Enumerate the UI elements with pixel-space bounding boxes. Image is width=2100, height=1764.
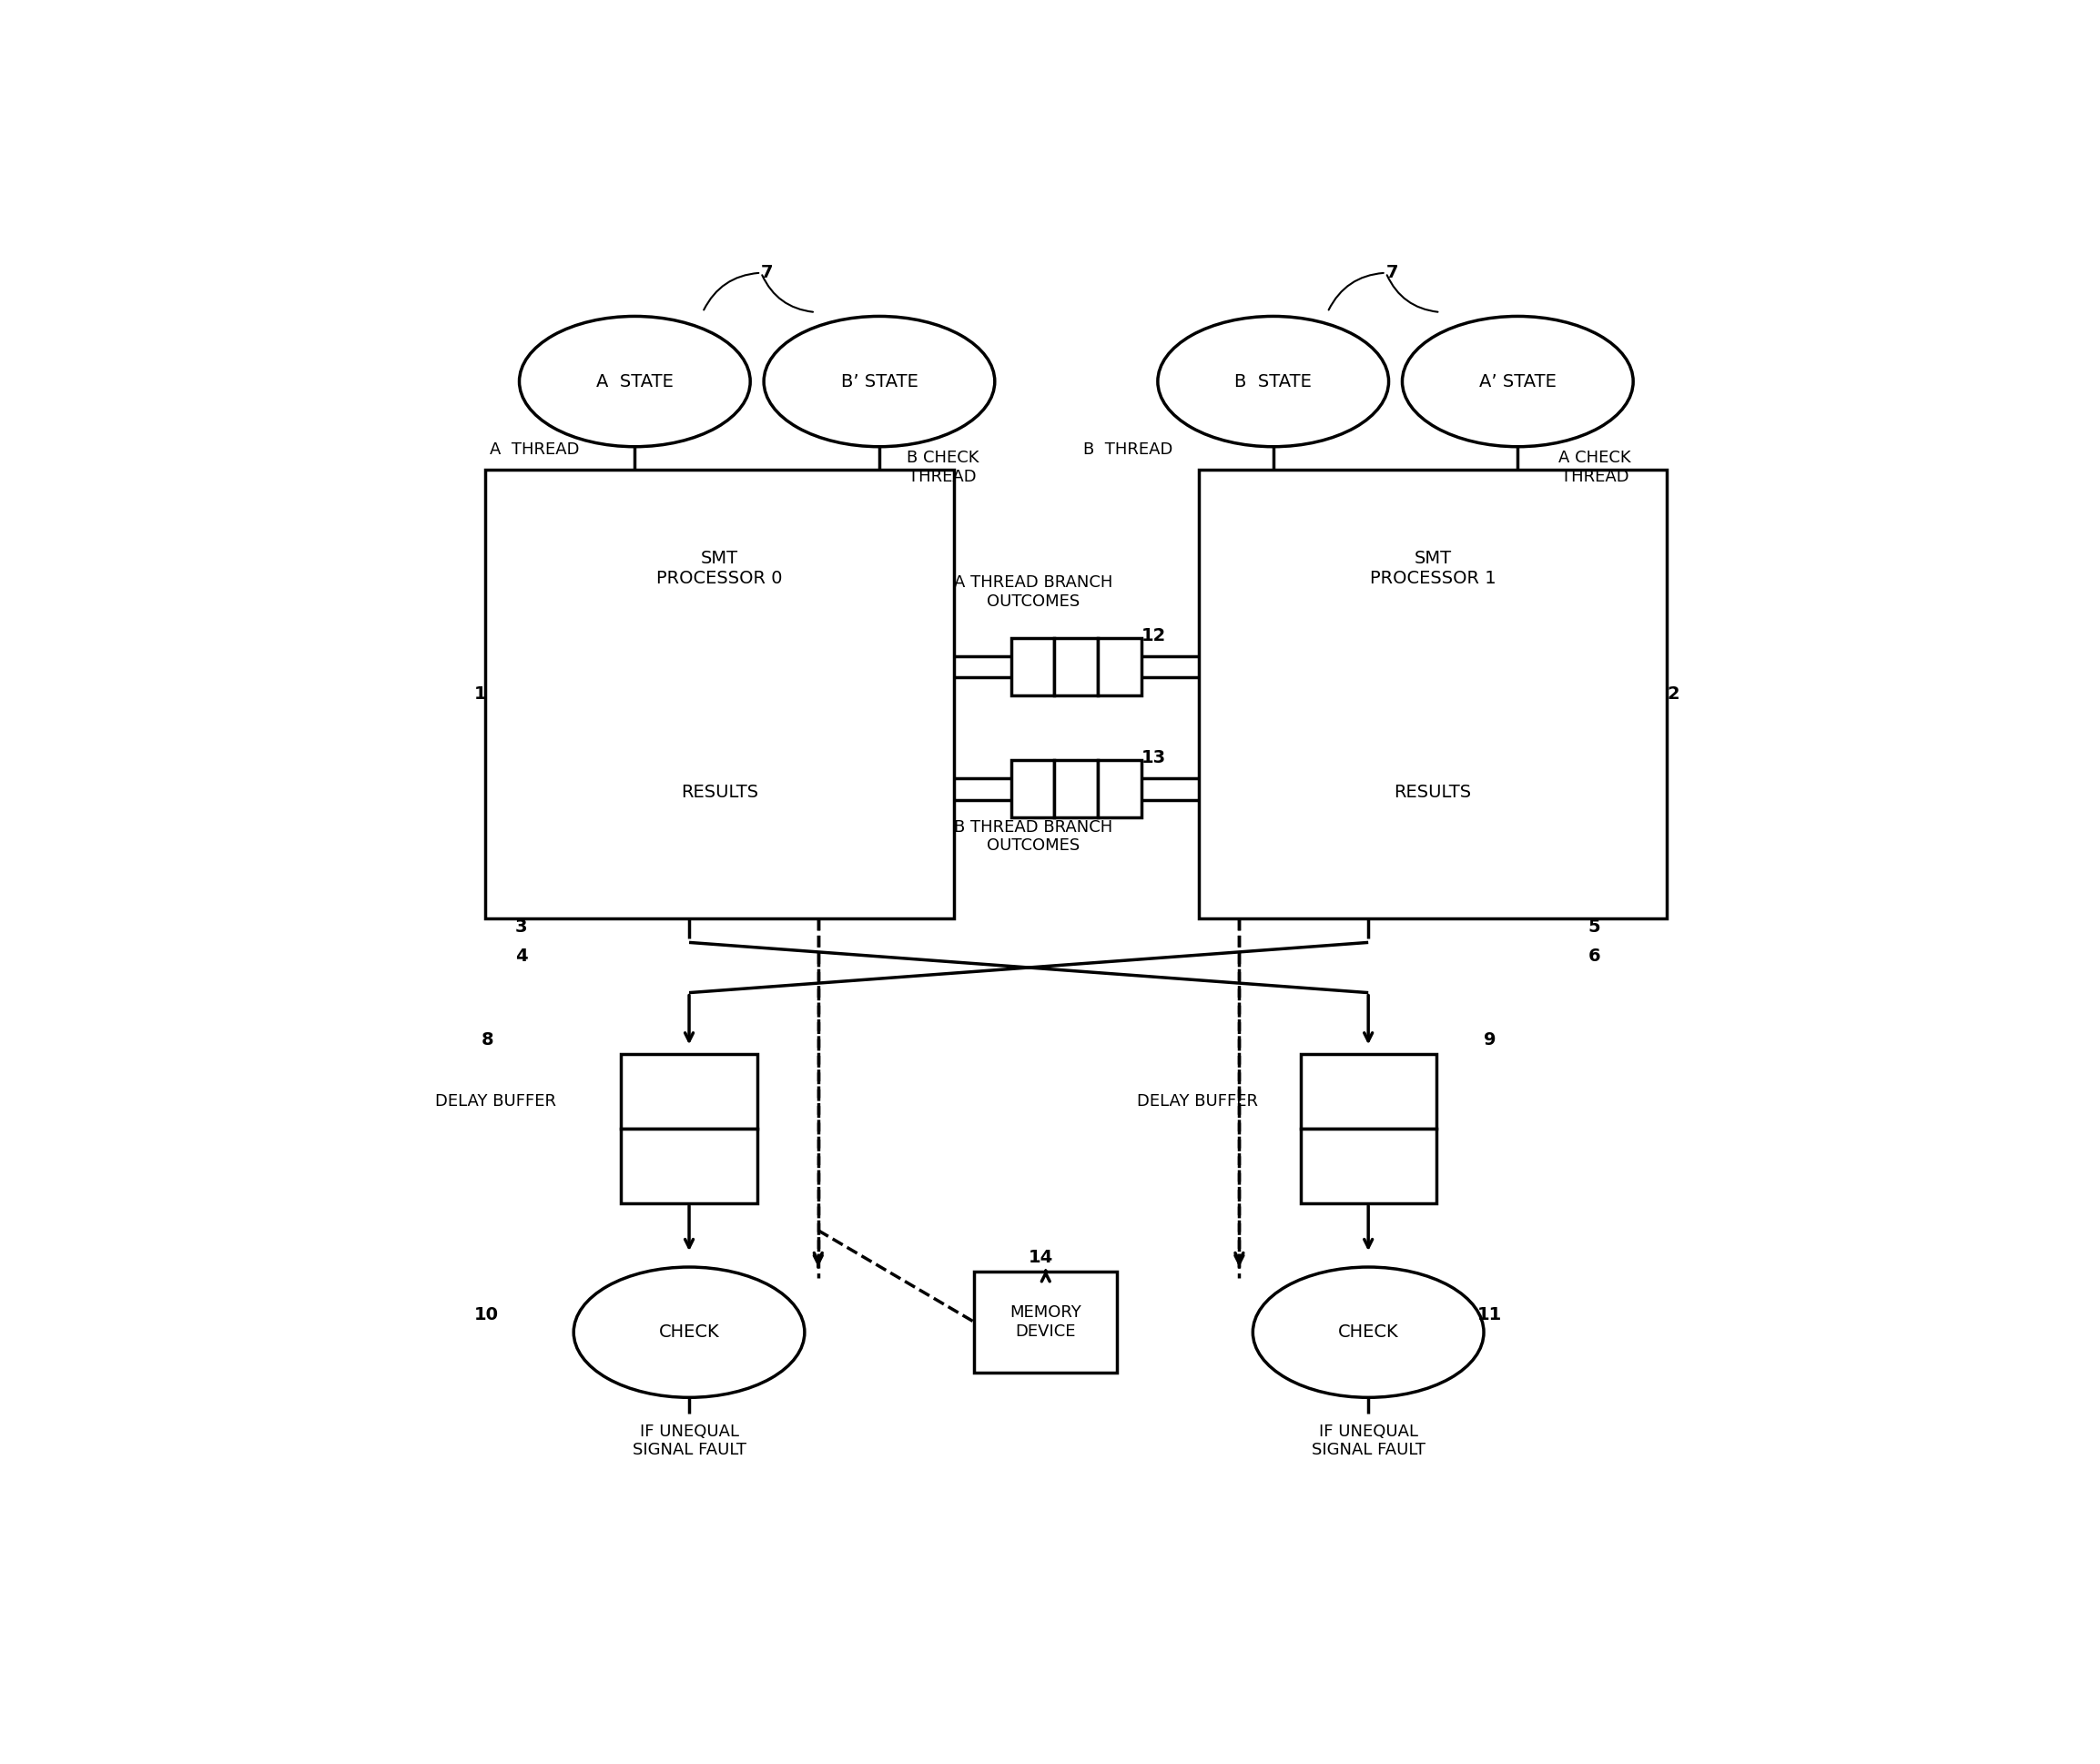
Text: 13: 13 [1142, 750, 1166, 766]
Text: IF UNEQUAL
SIGNAL FAULT: IF UNEQUAL SIGNAL FAULT [632, 1424, 745, 1459]
Text: A THREAD BRANCH
OUTCOMES: A THREAD BRANCH OUTCOMES [953, 575, 1113, 610]
Text: RESULTS: RESULTS [680, 783, 758, 801]
Text: 6: 6 [1588, 947, 1600, 965]
Ellipse shape [1403, 316, 1634, 446]
Bar [622, 1053, 756, 1129]
Text: DELAY BUFFER: DELAY BUFFER [435, 1094, 556, 1110]
Text: IF UNEQUAL
SIGNAL FAULT: IF UNEQUAL SIGNAL FAULT [1310, 1424, 1426, 1459]
Bar [974, 1272, 1117, 1372]
Bar [1098, 639, 1142, 695]
Text: CHECK: CHECK [659, 1323, 720, 1341]
Text: 1: 1 [475, 684, 487, 702]
Text: 14: 14 [1029, 1249, 1054, 1267]
Text: B  THREAD: B THREAD [1084, 441, 1172, 457]
Text: 9: 9 [1485, 1032, 1495, 1050]
Text: MEMORY
DEVICE: MEMORY DEVICE [1010, 1304, 1082, 1339]
Text: B’ STATE: B’ STATE [840, 372, 918, 390]
Text: CHECK: CHECK [1338, 1323, 1399, 1341]
Bar [1199, 469, 1667, 917]
Text: A  STATE: A STATE [596, 372, 674, 390]
Text: SMT
PROCESSOR 0: SMT PROCESSOR 0 [657, 550, 783, 587]
Text: A CHECK
THREAD: A CHECK THREAD [1558, 450, 1632, 485]
Text: 10: 10 [475, 1305, 500, 1323]
Text: SMT
PROCESSOR 1: SMT PROCESSOR 1 [1369, 550, 1495, 587]
Text: B  STATE: B STATE [1235, 372, 1312, 390]
Text: 4: 4 [514, 947, 527, 965]
Ellipse shape [1157, 316, 1388, 446]
Ellipse shape [573, 1267, 804, 1397]
Text: 7: 7 [760, 265, 773, 282]
Text: RESULTS: RESULTS [1394, 783, 1472, 801]
Text: DELAY BUFFER: DELAY BUFFER [1138, 1094, 1258, 1110]
Ellipse shape [1254, 1267, 1485, 1397]
Bar [1300, 1129, 1436, 1203]
Text: 3: 3 [514, 919, 527, 937]
Ellipse shape [519, 316, 750, 446]
Text: B CHECK
THREAD: B CHECK THREAD [907, 450, 979, 485]
Bar [622, 1129, 756, 1203]
Text: 11: 11 [1476, 1305, 1501, 1323]
Bar [1054, 760, 1098, 817]
Bar [1010, 760, 1054, 817]
Bar [1010, 639, 1054, 695]
Text: A’ STATE: A’ STATE [1478, 372, 1556, 390]
Ellipse shape [764, 316, 995, 446]
Text: 8: 8 [481, 1032, 493, 1050]
Text: B THREAD BRANCH
OUTCOMES: B THREAD BRANCH OUTCOMES [953, 818, 1113, 854]
Bar [1300, 1053, 1436, 1129]
Bar [1054, 639, 1098, 695]
Text: 12: 12 [1142, 626, 1166, 644]
Text: 7: 7 [1386, 265, 1399, 282]
Text: A  THREAD: A THREAD [489, 441, 580, 457]
Bar [1098, 760, 1142, 817]
Text: 5: 5 [1588, 919, 1600, 937]
Bar [485, 469, 953, 917]
Text: 2: 2 [1667, 684, 1680, 702]
